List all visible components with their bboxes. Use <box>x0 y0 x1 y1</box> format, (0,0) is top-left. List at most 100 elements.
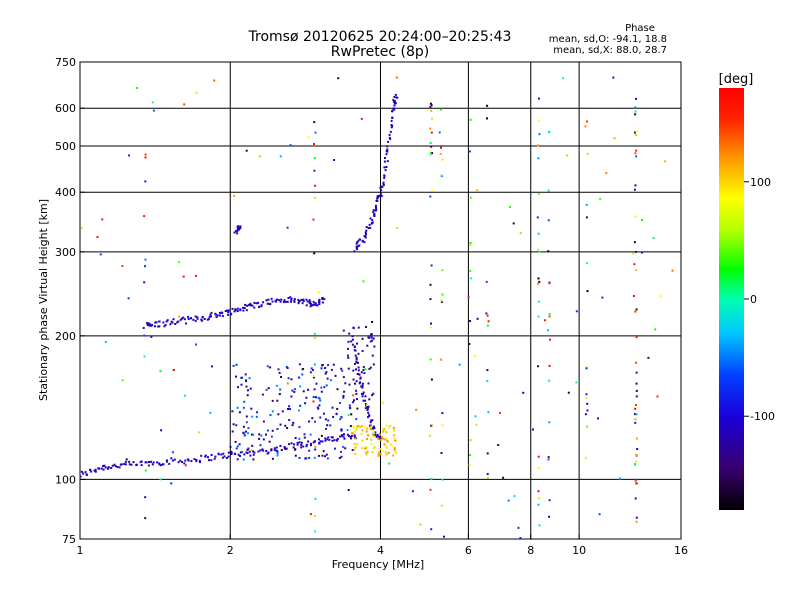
data-point <box>378 434 381 437</box>
data-point <box>389 424 392 427</box>
data-point <box>172 318 175 321</box>
data-point <box>294 454 297 457</box>
data-point <box>634 407 637 410</box>
data-point <box>183 318 186 321</box>
data-point <box>430 110 433 112</box>
data-point <box>276 452 279 455</box>
data-point <box>90 470 93 473</box>
data-point <box>338 457 341 459</box>
data-point <box>310 444 312 447</box>
data-point <box>232 423 235 426</box>
data-point <box>635 382 638 385</box>
data-point <box>325 453 328 456</box>
data-point <box>382 181 385 184</box>
data-point <box>366 344 369 347</box>
data-point <box>548 315 551 318</box>
data-point <box>276 450 279 453</box>
data-point <box>298 441 301 444</box>
data-point <box>393 104 396 107</box>
data-point <box>302 445 305 448</box>
data-point <box>382 184 385 187</box>
data-point <box>538 133 541 136</box>
data-point <box>440 108 442 111</box>
data-point <box>284 424 287 427</box>
data-point <box>275 384 278 387</box>
data-point <box>281 410 284 413</box>
data-point <box>476 317 479 320</box>
data-point <box>395 451 397 454</box>
data-point <box>356 248 358 251</box>
data-point <box>195 460 198 463</box>
data-point <box>357 326 360 329</box>
data-point <box>429 105 432 108</box>
data-point <box>547 458 550 461</box>
data-point <box>635 460 638 463</box>
data-point <box>635 149 638 152</box>
data-point <box>200 454 203 457</box>
data-point <box>231 410 234 413</box>
data-point <box>441 412 444 415</box>
data-point <box>297 298 300 301</box>
data-point <box>357 240 360 243</box>
data-point <box>356 443 359 446</box>
data-point <box>320 390 323 393</box>
data-point <box>379 439 382 441</box>
data-point <box>469 150 471 153</box>
data-point <box>519 537 522 539</box>
data-point <box>289 296 292 299</box>
data-point <box>276 454 279 457</box>
data-point <box>219 314 222 317</box>
data-point <box>94 468 97 471</box>
data-point <box>372 447 375 450</box>
data-point <box>443 535 445 538</box>
data-point <box>431 189 433 192</box>
data-point <box>144 461 147 464</box>
data-point <box>305 304 308 307</box>
data-point <box>235 447 238 450</box>
data-point <box>364 368 367 371</box>
data-point <box>144 156 147 159</box>
data-point <box>365 454 368 456</box>
data-point <box>586 425 589 428</box>
data-point <box>548 131 551 134</box>
data-point <box>235 424 238 427</box>
data-point <box>158 325 161 328</box>
data-point <box>271 399 274 402</box>
data-point <box>369 226 372 229</box>
data-point <box>297 409 300 412</box>
data-point <box>271 457 274 460</box>
data-point <box>210 459 213 462</box>
data-point <box>123 463 126 465</box>
data-point <box>473 355 476 358</box>
data-point <box>143 281 146 284</box>
data-point <box>369 217 372 220</box>
data-point <box>279 444 282 447</box>
x-tick-label: 16 <box>674 544 688 557</box>
data-point <box>385 424 388 427</box>
data-point <box>635 389 638 392</box>
data-point <box>586 120 588 123</box>
data-point <box>635 97 638 100</box>
data-point <box>179 318 182 321</box>
data-point <box>469 439 472 442</box>
data-point <box>245 385 248 388</box>
phase-stats-title: Phase <box>625 23 655 34</box>
data-point <box>390 126 393 129</box>
data-point <box>367 411 370 414</box>
data-point <box>370 438 373 441</box>
data-point <box>337 77 340 80</box>
data-point <box>635 478 638 481</box>
y-tick-label: 100 <box>55 473 76 486</box>
data-point <box>235 375 237 378</box>
data-point <box>276 298 278 301</box>
data-point <box>548 364 551 367</box>
data-point <box>277 413 280 416</box>
data-point <box>371 321 374 323</box>
data-point <box>364 395 367 398</box>
data-point <box>635 395 638 398</box>
data-point <box>354 446 357 449</box>
data-point <box>396 227 399 230</box>
data-point <box>355 389 358 392</box>
data-point <box>201 316 204 319</box>
